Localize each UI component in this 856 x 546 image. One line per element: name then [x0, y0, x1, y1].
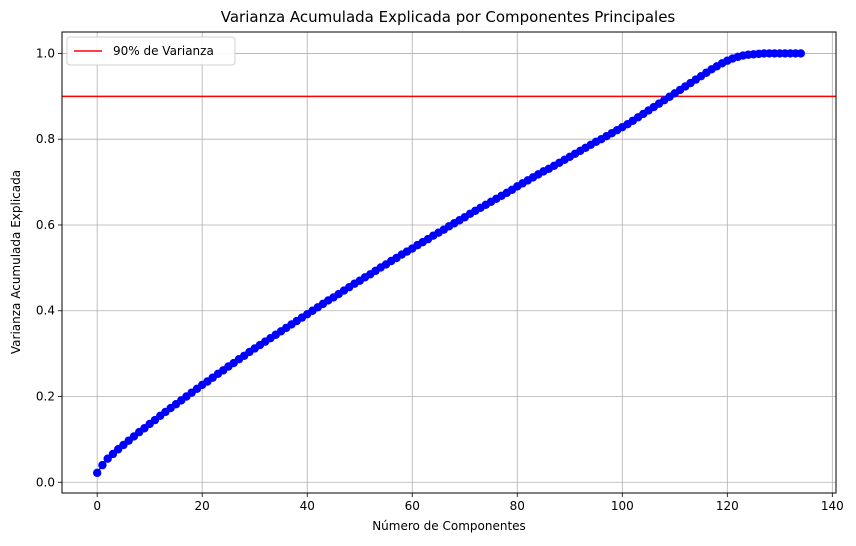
plot-frame — [61, 31, 837, 494]
y-tick-label: 0.4 — [36, 304, 55, 318]
x-tick-label: 140 — [821, 499, 844, 513]
y-tick-label: 0.6 — [36, 218, 55, 232]
x-tick-label: 0 — [93, 499, 101, 513]
legend-label: 90% de Varianza — [113, 44, 214, 58]
x-axis-label: Número de Componentes — [372, 519, 526, 533]
x-tick-label: 20 — [195, 499, 210, 513]
plot-area — [62, 32, 836, 493]
x-tick-label: 80 — [510, 499, 525, 513]
y-tick-label: 0.0 — [36, 475, 55, 489]
x-tick-label: 40 — [300, 499, 315, 513]
data-series — [92, 49, 806, 478]
y-tick-label: 0.2 — [36, 390, 55, 404]
x-tick-label: 60 — [405, 499, 420, 513]
x-tick-label: 120 — [716, 499, 739, 513]
y-tick-label: 0.8 — [36, 132, 55, 146]
x-tick-label: 100 — [611, 499, 634, 513]
axis-ticks: 0 20 40 60 80 100 120 140 0.0 0.2 0.4 0.6 0.8 1.0 — [36, 46, 844, 513]
grid — [62, 32, 836, 493]
data-point — [98, 460, 107, 470]
legend: 90% de Varianza — [66, 36, 236, 66]
data-point — [796, 49, 806, 58]
y-tick-label: 1.0 — [36, 46, 55, 60]
data-point — [92, 468, 102, 478]
legend-box — [66, 36, 236, 66]
chart-title: Varianza Acumulada Explicada por Compone… — [221, 8, 676, 26]
y-axis-label: Varianza Acumulada Explicada — [9, 170, 23, 354]
